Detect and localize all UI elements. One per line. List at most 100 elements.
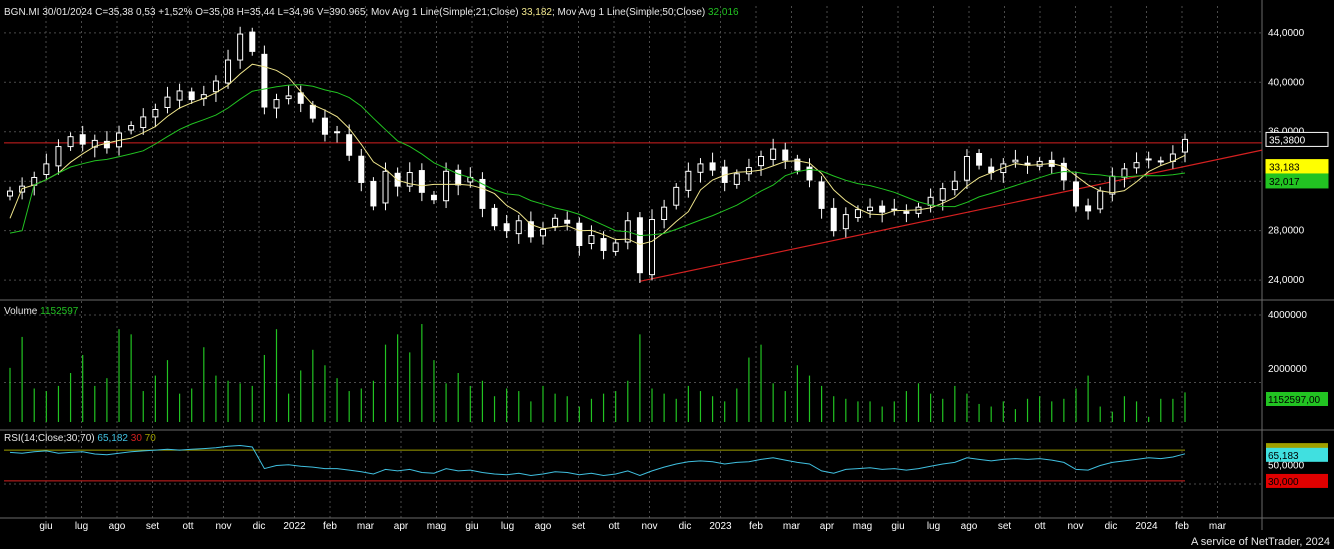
footer-credit: A service of NetTrader, 2024 (1191, 536, 1330, 548)
price-tick-label: 40,0000 (1268, 77, 1305, 88)
candle-body (334, 131, 341, 134)
candle-body (576, 222, 583, 246)
candle-body (867, 206, 874, 212)
rsi-value: 65,182 (97, 433, 128, 444)
volume-tag-box (1266, 392, 1328, 406)
candle-body (927, 196, 934, 206)
rsi-levels (4, 449, 1185, 482)
candle-body (806, 166, 813, 181)
candle-body (673, 186, 680, 206)
candle-body (225, 59, 232, 84)
candle-body (794, 158, 801, 171)
candle-body (1121, 168, 1128, 178)
ma21-line (9, 63, 1186, 246)
volume-value: 1152597 (40, 306, 79, 317)
candle-body (976, 153, 983, 166)
price-header-text: BGN.MI 30/01/2024 C=35,38 0,53 +1,52% O=… (4, 7, 519, 18)
candle-body (91, 139, 98, 148)
date-tick-label: mar (783, 521, 801, 532)
date-tick-label: ott (608, 521, 619, 532)
volume-tick-label: 2000000 (1268, 364, 1307, 375)
candle-body (503, 223, 510, 232)
candle-body (758, 155, 765, 167)
ma50-tag: 32,017 (1269, 177, 1300, 188)
candle-body (636, 217, 643, 274)
candle-body (709, 162, 716, 171)
ma50-tag-box (1265, 173, 1329, 189)
date-tick-label: apr (394, 521, 409, 532)
date-tick-label: ago (535, 521, 552, 532)
date-tick-label: 2022 (283, 521, 306, 532)
candle-body (1145, 158, 1152, 161)
candle-body (249, 31, 256, 52)
candle-body (321, 117, 328, 135)
date-tick-label: feb (323, 521, 337, 532)
candle-body (418, 170, 425, 193)
ma50-header-value: 32,016 (708, 7, 739, 18)
candle-body (830, 207, 837, 232)
candle-body (612, 242, 619, 252)
date-tick-label: ago (961, 521, 978, 532)
date-tick-label: 2023 (709, 521, 732, 532)
candle-body (939, 188, 946, 201)
candle-body (309, 104, 316, 119)
trend-line-segment (639, 149, 1263, 282)
candle-body (539, 228, 546, 237)
candle-body (515, 220, 522, 235)
candle-body (67, 136, 74, 148)
date-tick-label: dic (253, 521, 266, 532)
candle-body (600, 238, 607, 251)
candle-body (854, 209, 861, 219)
date-tick-label: giu (891, 521, 904, 532)
candle-body (212, 80, 219, 93)
candles (7, 26, 1188, 283)
candle-body (818, 181, 825, 209)
date-tick-label: feb (749, 521, 763, 532)
date-tick-label: feb (1175, 521, 1189, 532)
candle-body (297, 92, 304, 104)
candle-body (79, 134, 86, 145)
volume-header: Volume 1152597 (4, 306, 79, 317)
candle-body (261, 53, 268, 108)
last-price-tag: 35,3800 (1269, 135, 1306, 146)
candle-body (7, 190, 13, 197)
candle-body (455, 169, 462, 186)
date-tick-label: giu (39, 521, 52, 532)
candle-body (358, 155, 365, 183)
candle-body (43, 163, 50, 176)
date-tick-label: set (146, 521, 160, 532)
rsi-tag: 65,183 (1268, 451, 1299, 462)
candle-body (188, 91, 195, 101)
last-price-tag-box (1265, 131, 1329, 147)
candle-body (782, 149, 789, 161)
candle-body (55, 146, 62, 167)
candle-body (552, 217, 559, 227)
candle-body (879, 205, 886, 213)
price-header: BGN.MI 30/01/2024 C=35,38 0,53 +1,52% O=… (4, 7, 739, 18)
candle-body (685, 170, 692, 191)
candle-body (406, 172, 413, 187)
date-tick-label: mar (357, 521, 375, 532)
date-tick-label: nov (1067, 521, 1083, 532)
candle-body (152, 108, 159, 118)
date-tick-label: ago (109, 521, 126, 532)
candle-body (733, 173, 740, 185)
candle-body (842, 214, 849, 230)
date-tick-label: nov (641, 521, 657, 532)
date-axis: giu lug ago set ott nov dic 2022 feb mar apr mag giu… (39, 521, 1226, 532)
rsi-label: RSI(14;Close;30;70) (4, 433, 95, 444)
candle-body (1109, 175, 1116, 195)
date-tick-label: mag (853, 521, 872, 532)
volume-label: Volume (4, 306, 38, 317)
candle-body (963, 155, 970, 181)
date-tick-label: ott (182, 521, 193, 532)
candle-body (1097, 190, 1104, 210)
candle-body (745, 167, 752, 175)
candle-body (176, 90, 183, 101)
candle-body (1133, 162, 1140, 169)
date-tick-label: giu (465, 521, 478, 532)
date-tick-label: 2024 (1135, 521, 1158, 532)
date-tick-label: nov (215, 521, 231, 532)
candle-body (430, 194, 437, 201)
price-tick-label: 28,0000 (1268, 226, 1305, 237)
